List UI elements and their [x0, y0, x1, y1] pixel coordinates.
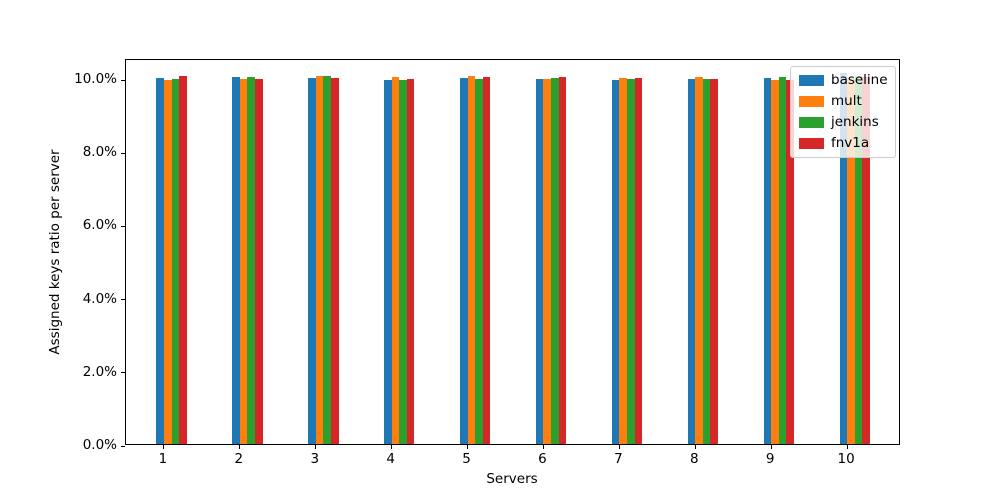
x-tick-label: 4 [386, 451, 395, 467]
y-tick [121, 225, 125, 227]
legend-swatch-icon [799, 138, 824, 149]
bar-mult-server-6 [543, 79, 552, 444]
bar-jenkins-server-1 [171, 79, 180, 444]
x-tick [846, 445, 848, 449]
bar-baseline-server-2 [232, 77, 240, 444]
bar-baseline-server-3 [308, 78, 316, 444]
legend-item-mult: mult [799, 94, 887, 109]
bar-fnv1a-server-4 [406, 79, 415, 444]
legend-label: baseline [831, 72, 888, 88]
x-tick-label: 8 [689, 451, 699, 467]
bar-fnv1a-server-6 [558, 77, 567, 444]
y-axis-label: Assigned keys ratio per server [47, 149, 63, 355]
x-axis-label: Servers [486, 471, 538, 487]
bar-jenkins-server-10 [854, 75, 863, 444]
bar-mult-server-8 [695, 77, 703, 444]
bar-fnv1a-server-3 [330, 78, 339, 444]
bar-mult-server-4 [391, 77, 400, 444]
legend-label: jenkins [831, 114, 879, 130]
bar-baseline-server-7 [611, 79, 620, 444]
x-tick [391, 445, 393, 449]
y-tick-label: 4.0% [82, 290, 117, 307]
bar-baseline-server-1 [156, 78, 164, 444]
bar-fnv1a-server-9 [786, 79, 794, 444]
y-tick-label: 6.0% [82, 217, 117, 234]
x-tick [163, 445, 165, 449]
y-tick-label: 2.0% [82, 363, 117, 380]
x-tick-label: 6 [538, 451, 547, 467]
y-tick [121, 152, 125, 154]
bar-mult-server-2 [239, 79, 248, 444]
legend-swatch-icon [799, 96, 824, 107]
y-tick-label: 0.0% [82, 437, 117, 453]
y-tick [121, 299, 125, 301]
bar-fnv1a-server-2 [255, 79, 263, 444]
bar-fnv1a-server-10 [862, 77, 870, 444]
bar-jenkins-server-3 [323, 76, 331, 444]
x-tick-label: 7 [614, 451, 623, 467]
bar-jenkins-server-5 [475, 79, 483, 444]
bar-mult-server-3 [315, 76, 324, 444]
x-tick-label: 1 [158, 451, 168, 467]
y-tick [121, 79, 125, 81]
y-tick [121, 445, 125, 447]
x-tick [542, 445, 544, 449]
x-tick-label: 3 [310, 451, 320, 467]
x-tick-label: 10 [837, 451, 855, 467]
legend-swatch-icon [799, 75, 824, 86]
legend-item-baseline: baseline [799, 72, 888, 88]
bar-fnv1a-server-1 [179, 76, 187, 444]
bar-mult-server-9 [771, 79, 779, 444]
legend: baseline mult jenkins fnv1a [790, 66, 896, 158]
bar-fnv1a-server-8 [710, 79, 719, 444]
bar-baseline-server-10 [839, 73, 848, 444]
bar-mult-server-10 [847, 78, 855, 444]
legend-label: mult [831, 93, 862, 109]
x-tick [467, 445, 469, 449]
bar-mult-server-7 [619, 78, 627, 444]
bar-mult-server-1 [163, 79, 172, 444]
x-tick-label: 5 [462, 451, 471, 467]
x-tick-label: 9 [765, 451, 775, 467]
bar-jenkins-server-9 [778, 77, 787, 444]
bar-baseline-server-9 [763, 78, 772, 444]
bar-baseline-server-4 [384, 79, 392, 444]
x-tick [315, 445, 317, 449]
x-tick [694, 445, 696, 449]
y-tick-label: 10.0% [74, 71, 117, 88]
x-tick [770, 445, 772, 449]
legend-label: fnv1a [831, 135, 870, 151]
x-tick [618, 445, 620, 449]
bar-jenkins-server-8 [702, 79, 711, 444]
bar-jenkins-server-4 [399, 79, 407, 444]
plot-area [121, 59, 900, 449]
x-tick [239, 445, 241, 449]
bar-fnv1a-server-7 [634, 78, 643, 444]
bar-baseline-server-5 [459, 78, 468, 444]
legend-item-jenkins: jenkins [799, 115, 887, 130]
y-tick [121, 372, 125, 374]
legend-swatch-icon [799, 117, 824, 128]
x-tick-label: 2 [234, 451, 244, 467]
bar-jenkins-server-7 [626, 79, 635, 444]
bar-jenkins-server-2 [247, 77, 256, 444]
bar-mult-server-5 [467, 76, 476, 444]
bar-baseline-server-6 [535, 79, 544, 444]
bar-baseline-server-8 [687, 79, 696, 444]
bar-fnv1a-server-5 [482, 77, 491, 444]
bar-jenkins-server-6 [551, 78, 559, 444]
legend-item-fnv1a: fnv1a [799, 136, 887, 151]
y-tick-label: 8.0% [82, 144, 117, 161]
